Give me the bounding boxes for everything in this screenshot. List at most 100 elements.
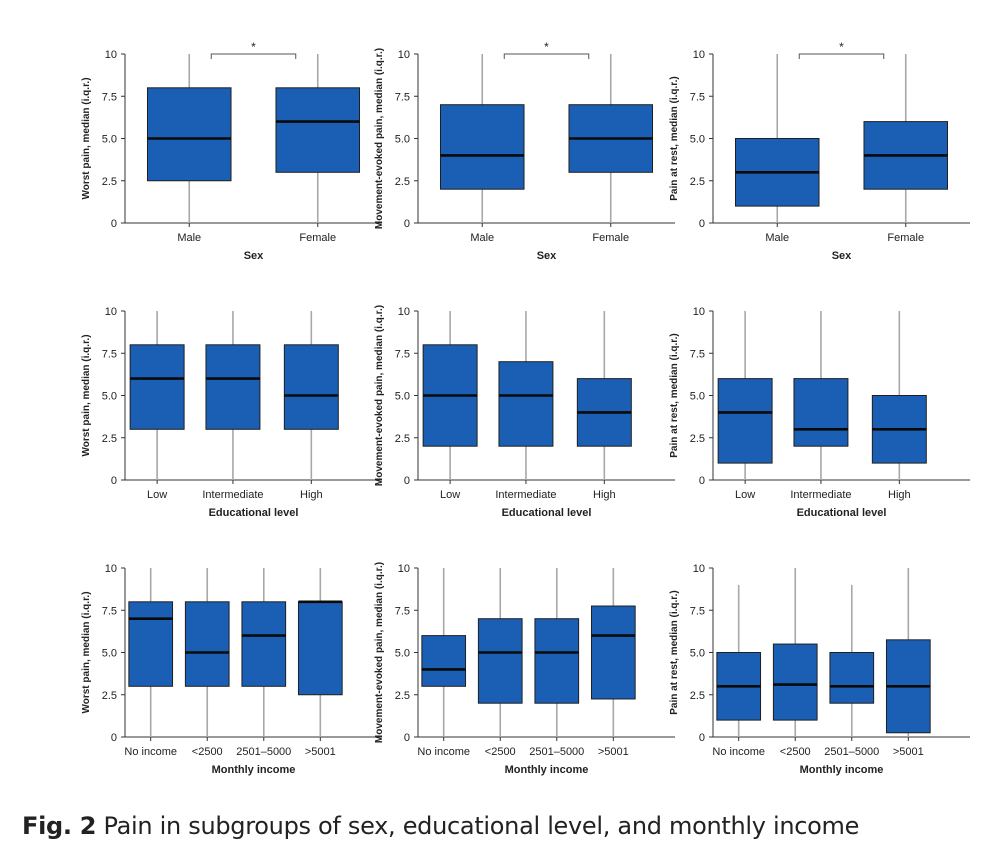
y-tick-label: 0 [699,218,705,230]
caption-label: Fig. 2 [22,812,97,840]
chart-panel-2: 0 2.5 5.0 7.5 10 Movement-evoked pain, median… [374,40,675,262]
x-tick-label: 2501–5000 [236,746,291,758]
y-axis-label: Movement-evoked pain, median (i.q.r.) [374,305,385,486]
box-2 [283,344,339,430]
box-1 [772,643,818,721]
x-tick-label: 2501–5000 [824,746,879,758]
y-tick-label: 5.0 [102,391,117,403]
box-3 [590,605,636,700]
box-0 [146,87,232,182]
y-axis-label: Worst pain, median (i.q.r.) [81,334,92,456]
significance-bracket [210,53,297,59]
box-1 [275,87,361,173]
significance-star: * [251,40,256,54]
y-tick-label: 5.0 [690,134,705,146]
x-tick-label: Female [592,232,629,244]
y-tick-label: 5.0 [690,648,705,660]
x-tick-label: <2500 [192,746,223,758]
y-tick-label: 7.5 [395,91,410,103]
y-tick-label: 7.5 [690,605,705,617]
y-tick-label: 0 [404,732,410,744]
x-axis-label: Educational level [209,507,299,519]
x-axis-label: Monthly income [212,764,296,776]
y-tick-label: 10 [105,306,117,318]
x-axis-label: Educational level [502,507,592,519]
x-tick-label: Intermediate [790,489,851,501]
box-0 [421,635,467,687]
y-tick-label: 0 [404,475,410,487]
y-axis-label: Pain at rest, median (i.q.r.) [669,333,680,457]
x-tick-label: Male [765,232,789,244]
y-tick-label: 10 [105,49,117,61]
x-tick-label: Intermediate [495,489,556,501]
box-1 [793,378,849,447]
chart-panel-3: 0 2.5 5.0 7.5 10 Pain at rest, median (i.q.r.… [669,40,970,262]
chart-panel-1: 0 2.5 5.0 7.5 10 Worst pain, median (i.q.r.) S… [81,40,382,262]
y-tick-label: 5.0 [102,648,117,660]
y-tick-label: 2.5 [690,433,705,445]
significance-bracket [798,53,885,59]
x-tick-label: 2501–5000 [529,746,584,758]
x-tick-label: High [888,489,911,501]
y-tick-label: 7.5 [690,91,705,103]
chart-panel-4: 0 2.5 5.0 7.5 10 Worst pain, median (i.q.r.) E… [81,306,382,519]
y-tick-label: 7.5 [102,91,117,103]
significance-bracket [503,53,590,59]
y-tick-label: 0 [699,475,705,487]
caption-text: Pain in subgroups of sex, educational le… [103,812,860,840]
y-tick-label: 10 [693,306,705,318]
y-axis-label: Pain at rest, median (i.q.r.) [669,76,680,200]
y-tick-label: 7.5 [102,605,117,617]
y-tick-label: 10 [398,563,410,575]
y-tick-label: 10 [693,563,705,575]
y-tick-label: 10 [398,49,410,61]
x-tick-label: Female [299,232,336,244]
x-tick-label: >5001 [305,746,336,758]
y-tick-label: 0 [111,475,117,487]
y-tick-label: 7.5 [690,348,705,360]
x-axis-label: Sex [244,250,264,262]
box-2 [829,652,875,704]
y-tick-label: 2.5 [690,690,705,702]
box-0 [128,601,174,687]
x-tick-label: Low [440,489,460,501]
y-tick-label: 2.5 [395,176,410,188]
y-tick-label: 5.0 [102,134,117,146]
y-axis-label: Pain at rest, median (i.q.r.) [669,590,680,714]
chart-panel-8: 0 2.5 5.0 7.5 10 Movement-evoked pain, median… [374,562,675,776]
figure-caption: Fig. 2 Pain in subgroups of sex, educati… [22,812,859,840]
y-tick-label: 5.0 [395,648,410,660]
y-tick-label: 10 [398,306,410,318]
x-tick-label: Female [887,232,924,244]
x-tick-label: Low [735,489,755,501]
y-axis-label: Worst pain, median (i.q.r.) [81,591,92,713]
x-tick-label: Intermediate [202,489,263,501]
y-tick-label: 5.0 [690,391,705,403]
x-tick-label: <2500 [780,746,811,758]
x-tick-label: No income [712,746,765,758]
box-2 [241,601,287,687]
box-3 [297,601,343,696]
y-tick-label: 2.5 [102,690,117,702]
chart-panel-9: 0 2.5 5.0 7.5 10 Pain at rest, median (i.q.r.… [669,563,970,776]
box-1 [498,361,554,447]
y-tick-label: 2.5 [102,176,117,188]
y-tick-label: 2.5 [690,176,705,188]
y-tick-label: 7.5 [395,348,410,360]
x-axis-label: Sex [537,250,557,262]
y-tick-label: 0 [404,218,410,230]
box-1 [205,344,261,430]
x-axis-label: Monthly income [505,764,589,776]
significance-star: * [839,40,844,54]
y-axis-label: Worst pain, median (i.q.r.) [81,77,92,199]
y-tick-label: 5.0 [395,391,410,403]
y-tick-label: 10 [105,563,117,575]
x-axis-label: Monthly income [800,764,884,776]
x-tick-label: Male [470,232,494,244]
y-axis-label: Movement-evoked pain, median (i.q.r.) [374,48,385,229]
x-axis-label: Sex [832,250,852,262]
x-tick-label: <2500 [485,746,516,758]
x-tick-label: Male [177,232,201,244]
box-1 [477,618,523,704]
y-axis-label: Movement-evoked pain, median (i.q.r.) [374,562,385,743]
